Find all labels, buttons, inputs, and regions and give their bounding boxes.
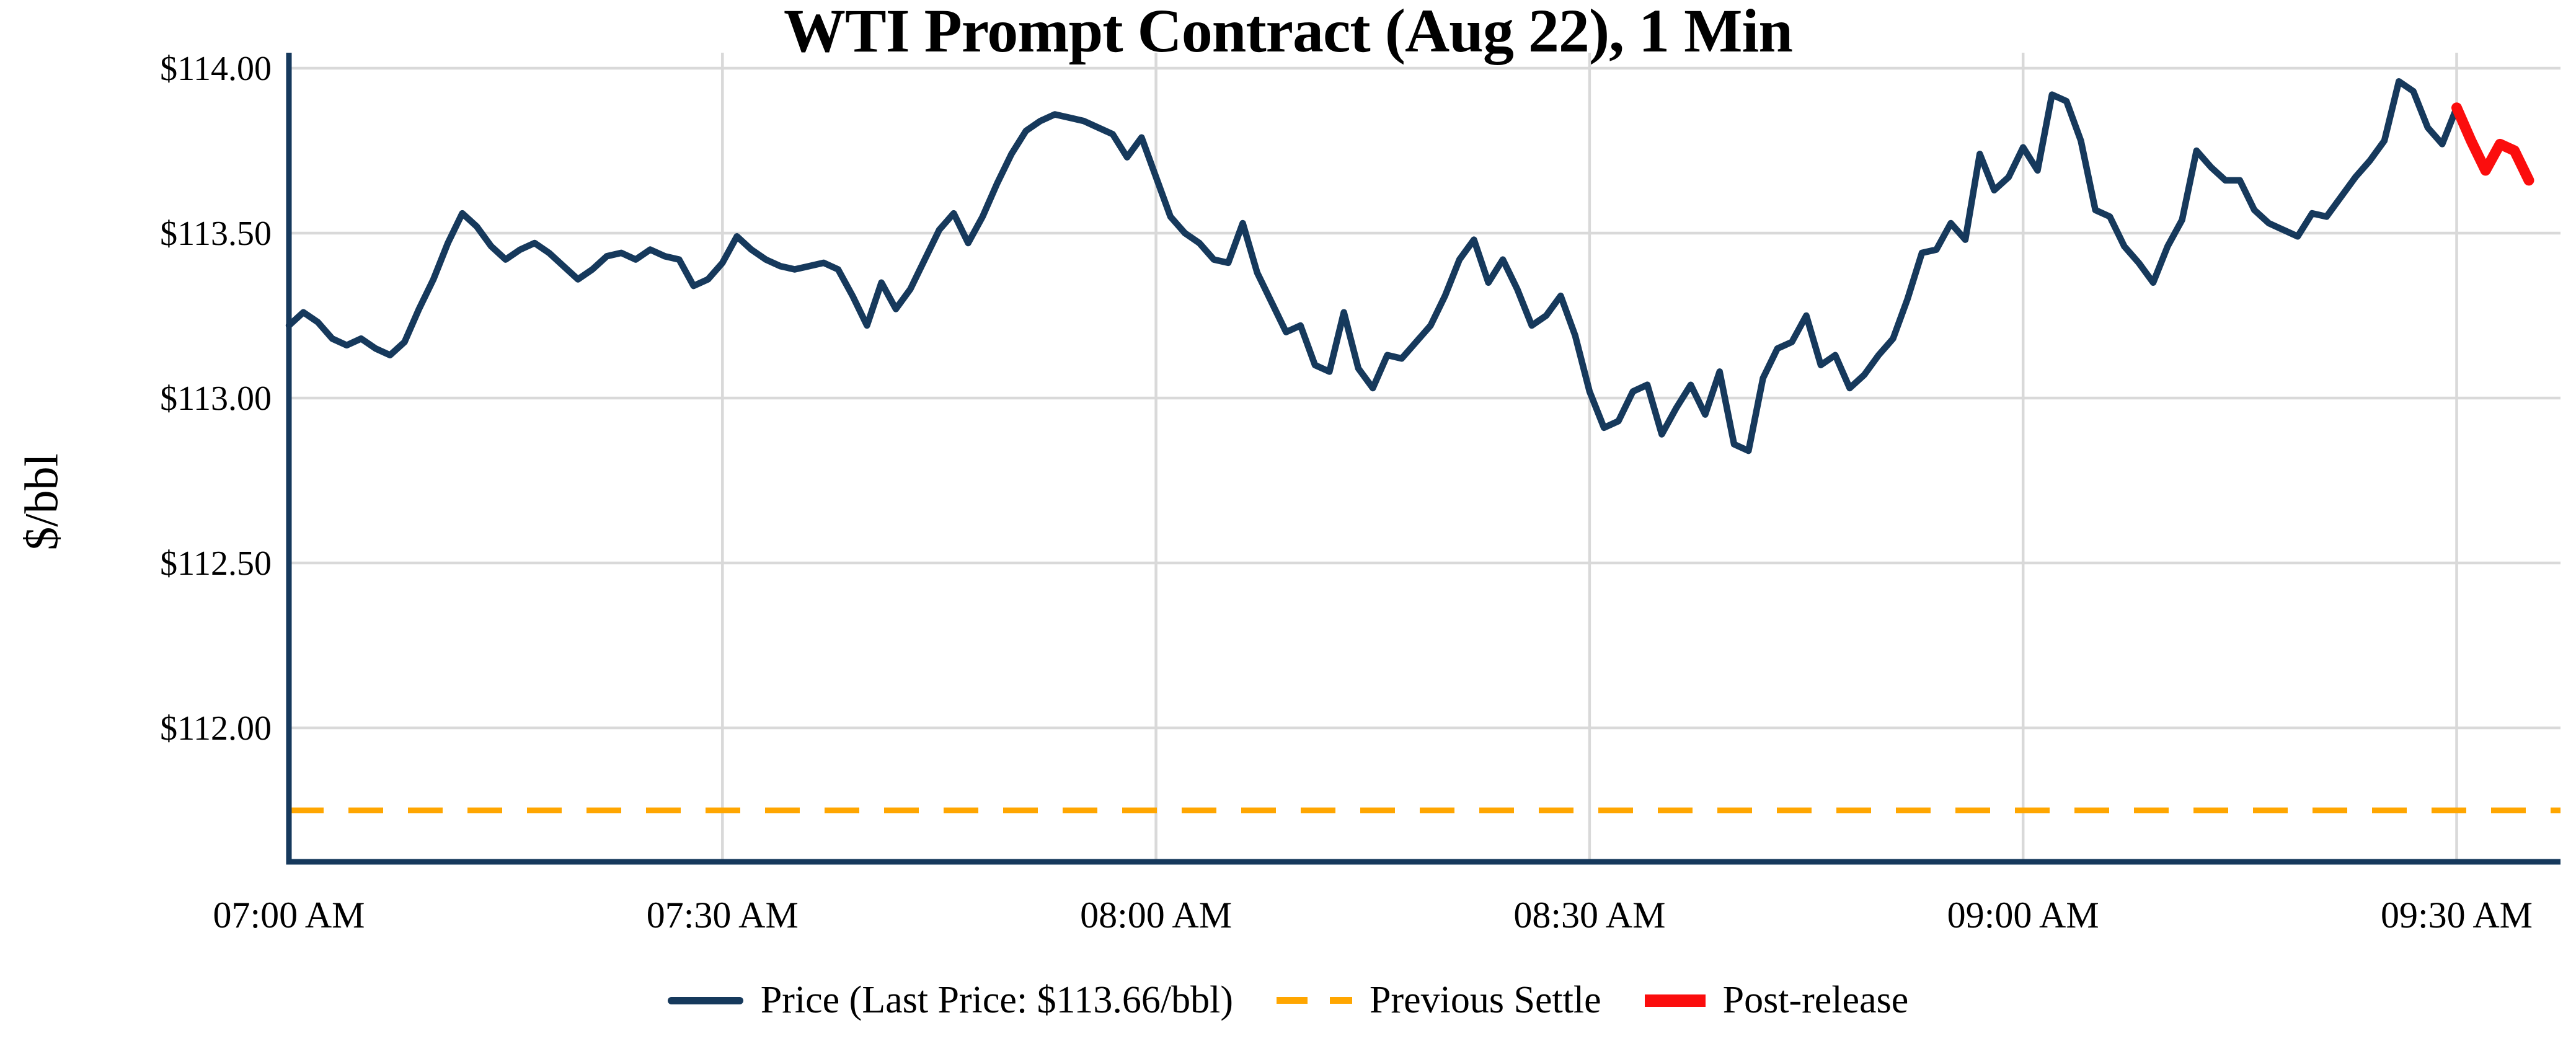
x-tick-label: 08:00 AM: [1080, 895, 1232, 936]
y-tick-label: $114.00: [160, 50, 272, 88]
legend-label-previous-settle: Previous Settle: [1369, 979, 1601, 1021]
legend-item-post-release: Post-release: [1644, 978, 1909, 1022]
legend-label-price: Price (Last Price: $113.66/bbl): [760, 979, 1233, 1021]
x-tick-label: 07:30 AM: [647, 895, 799, 936]
y-tick-label: $112.00: [160, 709, 272, 748]
chart-title: WTI Prompt Contract (Aug 22), 1 Min: [784, 0, 1793, 65]
y-tick-label: $112.50: [160, 544, 272, 583]
legend-item-previous-settle: Previous Settle: [1276, 978, 1601, 1022]
x-tick-label: 09:30 AM: [2381, 895, 2533, 936]
y-tick-label: $113.00: [160, 379, 272, 418]
legend: Price (Last Price: $113.66/bbl) Previous…: [0, 978, 2576, 1022]
previous-settle-swatch-icon: [1276, 997, 1352, 1004]
post-release-line: [2451, 102, 2534, 186]
price-line-swatch-icon: [667, 996, 743, 1004]
x-tick-label: 09:00 AM: [1947, 895, 2099, 936]
post-release-swatch-icon: [1644, 994, 1706, 1007]
legend-item-price: Price (Last Price: $113.66/bbl): [667, 978, 1233, 1022]
y-tick-label: $113.50: [160, 215, 272, 253]
x-tick-label: 07:00 AM: [213, 895, 365, 936]
price-line: [285, 78, 2460, 454]
legend-label-post-release: Post-release: [1722, 979, 1909, 1021]
x-tick-label: 08:30 AM: [1513, 895, 1665, 936]
